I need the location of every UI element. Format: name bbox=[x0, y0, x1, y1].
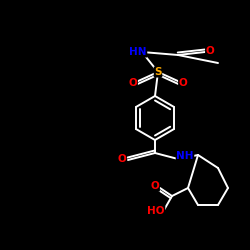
Text: HN: HN bbox=[129, 47, 147, 57]
Text: O: O bbox=[178, 78, 188, 88]
Text: NH: NH bbox=[176, 151, 194, 161]
Text: S: S bbox=[154, 67, 162, 77]
Text: O: O bbox=[128, 78, 138, 88]
Text: HO: HO bbox=[147, 206, 165, 216]
Text: O: O bbox=[118, 154, 126, 164]
Text: O: O bbox=[150, 181, 160, 191]
Text: O: O bbox=[206, 46, 214, 56]
